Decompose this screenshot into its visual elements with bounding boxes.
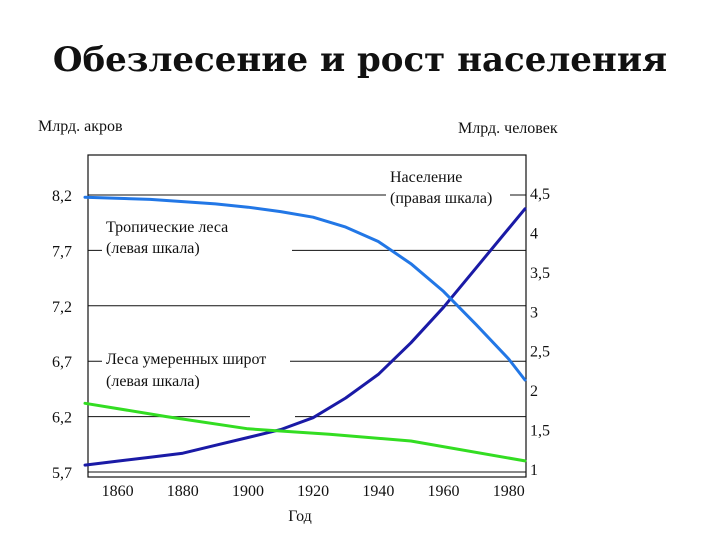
right-tick-label: 1,5: [530, 423, 550, 440]
x-tick-label: 1980: [493, 483, 525, 500]
x-tick-label: 1920: [297, 483, 329, 500]
series-label-scale: (правая шкала): [390, 190, 492, 207]
x-tick-label: 1900: [232, 483, 264, 500]
x-tick-label: 1940: [362, 483, 394, 500]
right-tick-label: 4: [530, 225, 538, 242]
series-label-bg: [386, 166, 510, 208]
x-tick-label: 1960: [428, 483, 460, 500]
right-tick-label: 2,5: [530, 344, 550, 361]
left-tick-label: 7,2: [52, 299, 72, 316]
series-label: Население: [390, 169, 462, 186]
series-label-bg: [102, 348, 290, 390]
left-tick-label: 5,7: [52, 465, 72, 482]
right-axis-unit: Млрд. человек: [458, 120, 558, 137]
left-tick-label: 7,7: [52, 243, 72, 260]
series-line-tropical: [83, 195, 527, 382]
series-line-population: [83, 207, 527, 467]
x-tick-label: 1880: [167, 483, 199, 500]
left-axis-unit: Млрд. акров: [38, 118, 123, 135]
series-label: Тропические леса: [106, 219, 228, 236]
left-tick-label: 6,2: [52, 410, 72, 427]
right-tick-label: 2: [530, 383, 538, 400]
right-tick-label: 3: [530, 304, 538, 321]
right-tick-label: 1: [530, 462, 538, 479]
right-tick-label: 3,5: [530, 265, 550, 282]
series-label-scale: (левая шкала): [106, 240, 200, 257]
left-tick-label: 8,2: [52, 188, 72, 205]
left-tick-label: 6,7: [52, 354, 72, 371]
right-tick-label: 4,5: [530, 186, 550, 203]
x-axis-label: Год: [288, 508, 312, 525]
series-label: Леса умеренных широт: [106, 351, 266, 368]
chart-title: Обезлесение и рост населения: [52, 40, 668, 80]
series-label-bg: [102, 216, 250, 258]
series-label-scale: (левая шкала): [106, 373, 200, 390]
x-tick-label: 1860: [102, 483, 134, 500]
series-line-temperate: [83, 401, 527, 463]
